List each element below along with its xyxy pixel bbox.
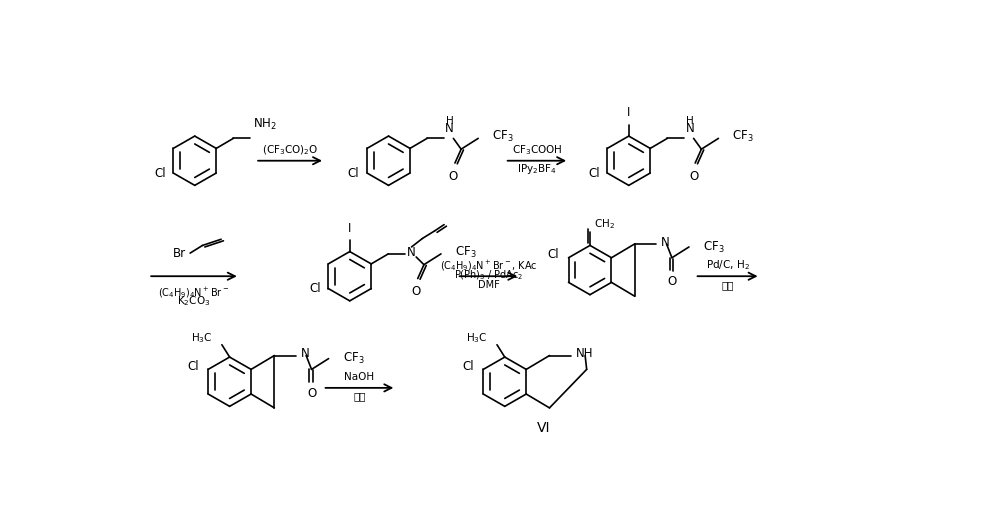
Text: Cl: Cl	[548, 248, 559, 261]
Text: DMF: DMF	[478, 280, 499, 290]
Text: CF$_3$: CF$_3$	[343, 351, 364, 366]
Text: Cl: Cl	[309, 282, 321, 295]
Text: 甲醇: 甲醇	[353, 391, 366, 401]
Text: N: N	[685, 122, 694, 135]
Text: H$_3$C: H$_3$C	[191, 332, 213, 346]
Text: Cl: Cl	[154, 167, 166, 180]
Text: CF$_3$: CF$_3$	[492, 130, 514, 145]
Text: O: O	[689, 170, 698, 183]
Text: H: H	[446, 116, 453, 126]
Text: I: I	[627, 106, 630, 119]
Text: H: H	[686, 116, 694, 126]
Text: N: N	[407, 246, 416, 259]
Text: P(Ph)$_3$ / PdAc$_2$: P(Ph)$_3$ / PdAc$_2$	[454, 269, 523, 282]
Text: K$_2$CO$_3$: K$_2$CO$_3$	[177, 294, 211, 308]
Text: NaOH: NaOH	[344, 372, 374, 382]
Text: CF$_3$: CF$_3$	[455, 245, 477, 260]
Text: Cl: Cl	[348, 167, 359, 180]
Text: (C$_4$H$_9$)$_4$N$^+$Br$^-$, KAc: (C$_4$H$_9$)$_4$N$^+$Br$^-$, KAc	[440, 258, 537, 273]
Text: Cl: Cl	[462, 360, 474, 373]
Text: I: I	[348, 222, 351, 235]
Text: (C$_4$H$_9$)$_4$N$^+$Br$^-$: (C$_4$H$_9$)$_4$N$^+$Br$^-$	[158, 285, 230, 300]
Text: N: N	[445, 122, 454, 135]
Text: CF$_3$COOH: CF$_3$COOH	[512, 143, 562, 157]
Text: (CF$_3$CO)$_2$O: (CF$_3$CO)$_2$O	[262, 143, 318, 157]
Text: O: O	[412, 285, 421, 298]
Text: CF$_3$: CF$_3$	[732, 130, 754, 145]
Text: H$_3$C: H$_3$C	[466, 332, 488, 346]
Text: N: N	[661, 236, 670, 249]
Text: VI: VI	[537, 421, 550, 435]
Text: 甲醇: 甲醇	[721, 280, 734, 290]
Text: NH$_2$: NH$_2$	[253, 117, 276, 132]
Text: Br: Br	[173, 247, 186, 260]
Text: Cl: Cl	[588, 167, 600, 180]
Text: O: O	[449, 170, 458, 183]
Text: O: O	[307, 387, 316, 400]
Text: O: O	[667, 276, 677, 289]
Text: NH: NH	[576, 348, 593, 361]
Text: Pd/C, H$_2$: Pd/C, H$_2$	[706, 258, 750, 272]
Text: CH$_2$: CH$_2$	[594, 217, 615, 231]
Text: N: N	[301, 348, 309, 361]
Text: CF$_3$: CF$_3$	[703, 239, 725, 254]
Text: IPy$_2$BF$_4$: IPy$_2$BF$_4$	[517, 162, 557, 176]
Text: Cl: Cl	[187, 360, 199, 373]
